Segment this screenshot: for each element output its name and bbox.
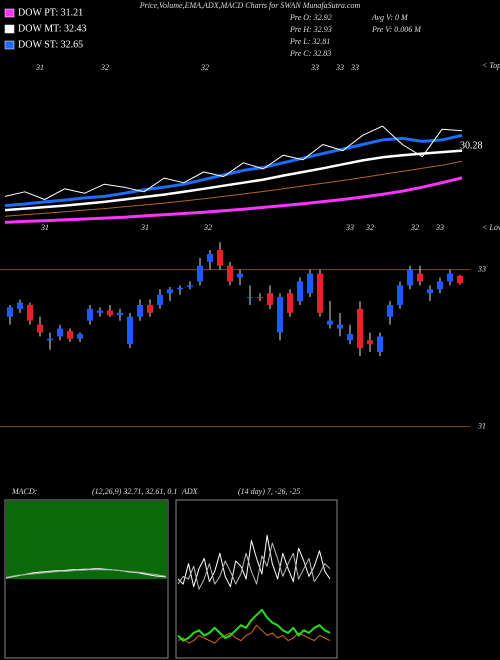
candle-body — [267, 293, 273, 305]
adx-line — [177, 542, 331, 590]
ema-line — [4, 160, 463, 217]
candle-body — [277, 297, 283, 333]
legend-swatch — [4, 8, 15, 18]
low-marker: < Lows — [482, 223, 500, 232]
candle-body — [297, 281, 303, 302]
macd-params: (12,26,9) 32.71, 32.61, 0.1 — [92, 487, 177, 496]
candle-body — [47, 338, 53, 341]
candle-body — [77, 334, 83, 339]
chart-title: Price,Volume,EMA,ADX,MACD Charts for SWA… — [139, 1, 361, 10]
ohlc-info: Pre H: 32.93 — [289, 25, 332, 34]
adx-params: (14 day) 7, -26, -25 — [238, 487, 300, 496]
legend-swatch — [4, 40, 15, 50]
adx-title: ADX — [181, 487, 199, 496]
low-label: 31 — [140, 223, 149, 232]
legend-swatch — [4, 24, 15, 34]
candle-body — [97, 310, 103, 313]
ohlc-info: Pre V: 0.006 M — [371, 25, 422, 34]
candle-body — [347, 334, 353, 341]
top-label: 32 — [200, 63, 209, 72]
candle-body — [367, 340, 373, 345]
adx-line — [177, 608, 331, 642]
candle-body — [387, 304, 393, 317]
candle-body — [207, 253, 213, 262]
top-label: 31 — [35, 63, 44, 72]
candle-body — [327, 320, 333, 325]
low-label: 32 — [365, 223, 374, 232]
macd-line — [5, 569, 167, 578]
legend-label: DOW PT: 31.21 — [18, 7, 83, 18]
ohlc-info: Pre O: 32.92 — [289, 13, 332, 22]
candle-body — [407, 269, 413, 286]
price-annotation: 30.28 — [460, 140, 483, 151]
low-label: 33 — [345, 223, 354, 232]
ohlc-info: Pre C: 32.83 — [289, 49, 331, 58]
low-label: 32 — [203, 223, 212, 232]
candle-body — [7, 307, 13, 317]
candle-body — [417, 273, 423, 282]
candle-body — [307, 273, 313, 294]
ema-line — [4, 149, 463, 212]
candle-body — [457, 275, 463, 284]
candle-body — [317, 273, 323, 313]
macd-title: MACD: — [11, 487, 38, 496]
candle-body — [337, 324, 343, 329]
candle-body — [287, 293, 293, 313]
candle-body — [117, 312, 123, 316]
adx-panel — [175, 499, 338, 659]
candle-body — [237, 273, 243, 278]
y-tick-label: 33 — [477, 265, 486, 274]
candle-body — [447, 273, 453, 282]
candle-body — [67, 330, 73, 339]
top-label: 33 — [310, 63, 319, 72]
candle-body — [257, 297, 263, 299]
candle-body — [377, 336, 383, 353]
candle-body — [227, 265, 233, 282]
candle-body — [87, 308, 93, 321]
candle-body — [247, 297, 253, 299]
legend-label: DOW MT: 32.43 — [18, 23, 86, 34]
adx-line — [177, 534, 331, 588]
candle-body — [167, 289, 173, 294]
candle-body — [357, 308, 363, 349]
low-label: 31 — [40, 223, 49, 232]
ema-line — [4, 125, 463, 200]
candle-body — [397, 285, 403, 305]
candle-body — [177, 287, 183, 290]
macd-line — [5, 568, 167, 579]
top-label: 32 — [100, 63, 109, 72]
ema-line — [4, 133, 463, 208]
candle-body — [157, 294, 163, 305]
ohlc-info: Avg V: 0 M — [371, 13, 409, 22]
candle-body — [137, 304, 143, 317]
candle-body — [27, 304, 33, 321]
candle-body — [427, 289, 433, 294]
legend-label: DOW ST: 32.65 — [18, 39, 83, 50]
adx-line — [177, 624, 331, 644]
low-label: 33 — [435, 223, 444, 232]
candle-body — [57, 328, 63, 337]
candle-body — [17, 302, 23, 309]
candle-body — [127, 316, 133, 345]
candle-body — [217, 250, 223, 266]
top-label: 33 — [335, 63, 344, 72]
candle-body — [147, 304, 153, 313]
candle-body — [187, 285, 193, 287]
y-tick-label: 31 — [477, 421, 486, 430]
candle-body — [437, 281, 443, 290]
top-marker: < Tops — [482, 61, 500, 70]
candle-body — [37, 324, 43, 333]
ohlc-info: Pre L: 32.81 — [289, 37, 330, 46]
top-label: 33 — [350, 63, 359, 72]
ema-line — [4, 176, 463, 224]
candle-body — [107, 310, 113, 316]
macd-positive-zone — [6, 501, 167, 579]
candle-body — [197, 265, 203, 282]
low-label: 32 — [410, 223, 419, 232]
